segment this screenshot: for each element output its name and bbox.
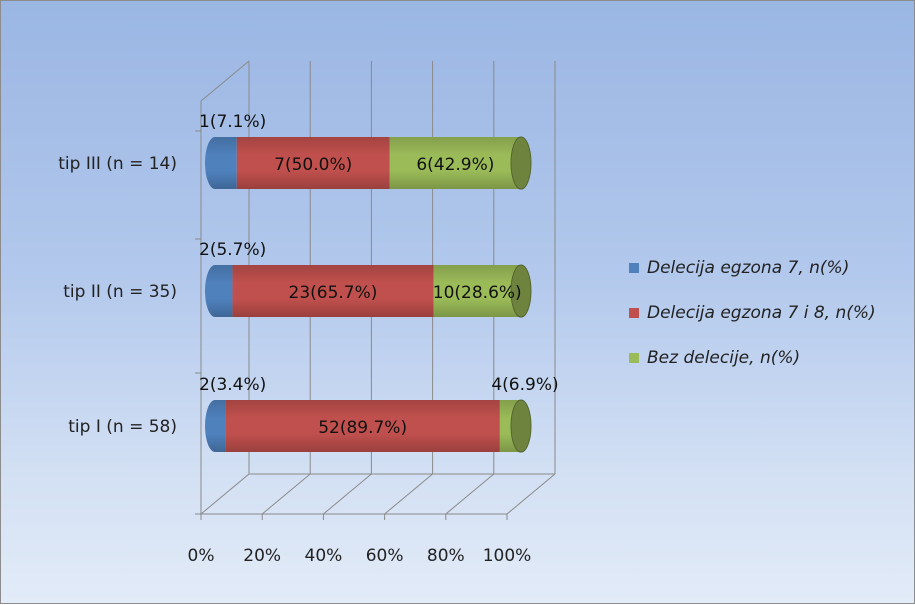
legend-label: Bez delecije, n(%) <box>647 347 801 368</box>
bar-cap-right <box>510 399 532 453</box>
legend-item: Delecija egzona 7 i 8, n(%) <box>629 300 876 325</box>
legend-item: Delecija egzona 7, n(%) <box>629 255 876 280</box>
floor-gridline <box>323 473 372 515</box>
x-tick-label: 0% <box>188 546 215 566</box>
bar-segment <box>215 400 226 452</box>
floor-gridline <box>261 473 311 515</box>
x-tick-label: 40% <box>305 546 343 566</box>
chart-legend: Delecija egzona 7, n(%) Delecija egzona 7… <box>629 255 876 390</box>
floor-gridline <box>445 473 495 515</box>
floor-gridline <box>200 473 250 515</box>
x-tick-label: 80% <box>427 546 465 566</box>
category-label: tip I (n = 58) <box>68 417 177 437</box>
bar-segment <box>236 137 390 189</box>
x-tick-label: 100% <box>483 546 532 566</box>
legend-swatch <box>629 262 639 273</box>
bar-cap-right <box>510 136 532 190</box>
floor-gridline <box>506 473 556 515</box>
x-tick-label: 20% <box>243 546 281 566</box>
data-label: 10(28.6%) <box>433 283 522 303</box>
left-wall-top <box>200 60 250 102</box>
legend-label: Delecija egzona 7 i 8, n(%) <box>647 302 876 323</box>
bar-cap-right <box>510 264 532 318</box>
data-label: 2(3.4%) <box>199 375 266 395</box>
floor-gridline <box>384 473 433 515</box>
bar-segment <box>215 265 233 317</box>
data-label: 7(50.0%) <box>274 155 352 175</box>
bar-segment <box>232 265 434 317</box>
data-label: 1(7.1%) <box>199 112 266 132</box>
data-label: 6(42.9%) <box>416 155 494 175</box>
data-label: 23(65.7%) <box>289 283 378 303</box>
bar-segment <box>225 400 500 452</box>
data-label: 52(89.7%) <box>318 418 407 438</box>
x-tick-label: 60% <box>366 546 404 566</box>
category-label: tip II (n = 35) <box>63 282 177 302</box>
data-label: 4(6.9%) <box>491 375 558 395</box>
legend-label: Delecija egzona 7, n(%) <box>647 257 850 278</box>
legend-item: Bez delecije, n(%) <box>629 345 876 370</box>
bar-segment <box>215 137 237 189</box>
category-label: tip III (n = 14) <box>58 154 177 174</box>
legend-swatch <box>629 307 639 318</box>
bar-segment <box>389 137 521 189</box>
data-label: 2(5.7%) <box>199 240 266 260</box>
bar-segment <box>433 265 521 317</box>
legend-swatch <box>629 352 639 363</box>
